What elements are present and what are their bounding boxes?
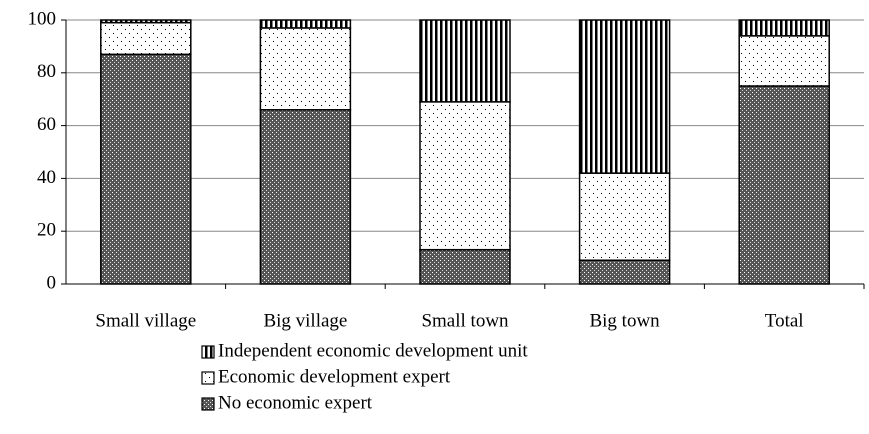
bar-segment	[100, 19, 192, 24]
bar-segment	[259, 27, 352, 111]
bar-segment	[419, 19, 511, 103]
bar-segment	[100, 53, 192, 285]
x-tick-label: Big town	[589, 310, 660, 331]
bar-segment	[578, 172, 671, 261]
bar-segment	[578, 259, 671, 285]
bar-segment	[259, 19, 352, 29]
legend-label: Economic development expert	[218, 366, 451, 387]
y-tick-label: 40	[37, 167, 56, 188]
legend-swatch	[201, 371, 215, 385]
y-tick-label: 60	[37, 114, 56, 135]
x-tick-label: Big village	[263, 310, 347, 331]
bar-segment	[738, 85, 830, 285]
legend-swatch	[201, 345, 215, 359]
y-tick-label: 0	[47, 272, 57, 293]
y-tick-label: 100	[28, 8, 57, 29]
bar-segment	[100, 21, 192, 56]
bar-segment	[419, 101, 511, 251]
x-tick-label: Small town	[421, 310, 509, 331]
bar-segment	[578, 19, 671, 174]
bar-segment	[738, 19, 830, 37]
y-tick-label: 20	[37, 220, 56, 241]
x-tick-label: Small village	[95, 310, 196, 331]
legend-swatch	[201, 397, 215, 411]
y-tick-label: 80	[37, 61, 56, 82]
bar-segment	[259, 109, 352, 285]
legend-label: No economic expert	[218, 392, 373, 413]
x-tick-label: Total	[765, 310, 804, 331]
bar-segment	[738, 35, 830, 87]
bar-segment	[419, 248, 511, 285]
legend-label: Independent economic development unit	[218, 340, 528, 361]
